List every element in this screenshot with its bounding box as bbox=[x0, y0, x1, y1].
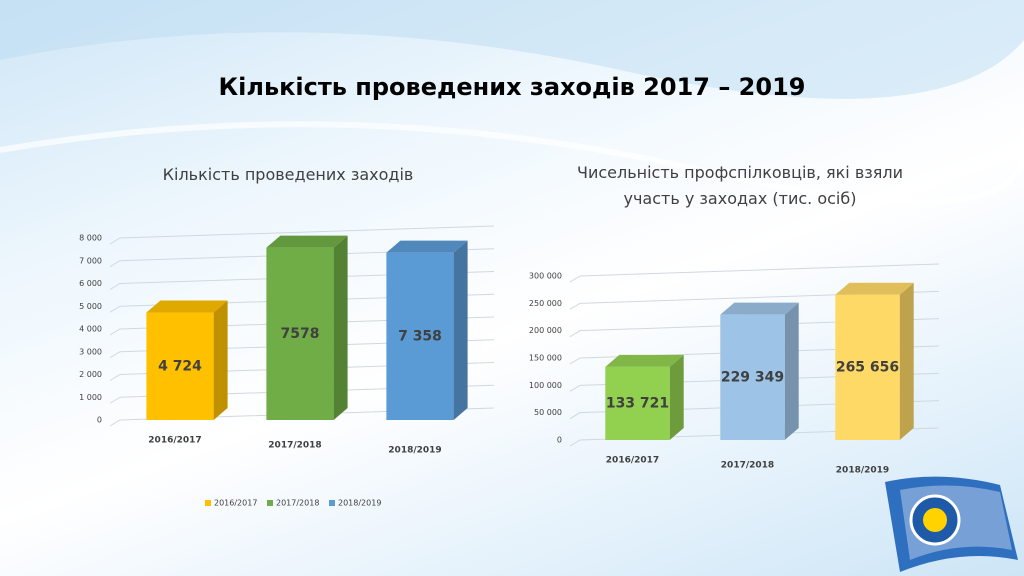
grid-line bbox=[569, 263, 940, 283]
grid-line bbox=[109, 293, 495, 313]
bar-top bbox=[720, 302, 799, 315]
x-tick-label: 2018/2019 bbox=[388, 446, 441, 456]
bar bbox=[146, 312, 214, 420]
value-label: 4 724 bbox=[158, 358, 202, 374]
legend-swatch bbox=[329, 500, 335, 506]
grid-line bbox=[109, 225, 495, 245]
y-tick-label: 0 bbox=[557, 436, 562, 445]
bar bbox=[835, 294, 900, 440]
bar-side bbox=[333, 235, 348, 420]
x-tick-label: 2016/2017 bbox=[148, 436, 201, 446]
chart-title: Кількість проведених заходів bbox=[162, 165, 414, 184]
grid-line bbox=[109, 362, 495, 381]
legend-swatch bbox=[267, 500, 273, 506]
bar bbox=[720, 314, 785, 440]
bar-top bbox=[386, 240, 468, 253]
grid-line bbox=[109, 271, 495, 290]
y-tick-label: 300 000 bbox=[529, 272, 562, 281]
bar-top bbox=[835, 282, 914, 295]
x-tick-label: 2018/2019 bbox=[836, 466, 889, 476]
bar bbox=[386, 252, 454, 420]
y-tick-label: 100 000 bbox=[529, 381, 562, 390]
chart-title: Чисельність профспілковців, які взяли уч… bbox=[576, 163, 904, 208]
x-tick-label: 2017/2018 bbox=[268, 441, 321, 451]
logo bbox=[885, 476, 1018, 572]
y-tick-label: 50 000 bbox=[534, 408, 562, 417]
grid-line bbox=[569, 372, 940, 392]
y-tick-label: 4 000 bbox=[79, 325, 102, 334]
x-tick-label: 2017/2018 bbox=[721, 461, 774, 471]
value-label: 7578 bbox=[281, 326, 320, 342]
grid-line bbox=[569, 318, 940, 338]
value-label: 229 349 bbox=[721, 369, 784, 385]
bar-side bbox=[453, 240, 468, 420]
legend-label: 2016/2017 bbox=[214, 499, 257, 508]
legend-swatch bbox=[205, 500, 211, 506]
bar bbox=[605, 366, 670, 440]
y-tick-label: 150 000 bbox=[529, 354, 562, 363]
grid-line bbox=[569, 427, 940, 447]
grid-line bbox=[109, 339, 495, 359]
bar-top bbox=[605, 354, 684, 367]
legend-label: 2017/2018 bbox=[276, 499, 319, 508]
slide-title: Кількість проведених заходів 2017 – 2019 bbox=[219, 73, 806, 101]
background-wave bbox=[0, 0, 1024, 99]
value-label: 133 721 bbox=[606, 395, 669, 411]
bar-side bbox=[213, 300, 228, 420]
grid-line bbox=[109, 248, 495, 268]
bar-side bbox=[669, 354, 684, 440]
y-tick-label: 200 000 bbox=[529, 326, 562, 335]
y-tick-label: 8 000 bbox=[79, 234, 102, 243]
grid-line bbox=[109, 384, 495, 404]
legend-label: 2018/2019 bbox=[338, 499, 381, 508]
y-tick-label: 2 000 bbox=[79, 370, 102, 379]
value-label: 7 358 bbox=[398, 328, 442, 344]
grid-line bbox=[569, 345, 940, 365]
y-tick-label: 250 000 bbox=[529, 299, 562, 308]
grid-line bbox=[569, 400, 940, 420]
y-tick-label: 6 000 bbox=[79, 279, 102, 288]
y-tick-label: 1 000 bbox=[79, 393, 102, 402]
grid-line bbox=[109, 316, 495, 336]
background-wave bbox=[0, 121, 1024, 205]
y-tick-label: 5 000 bbox=[79, 302, 102, 311]
value-label: 265 656 bbox=[836, 359, 899, 375]
y-tick-label: 0 bbox=[97, 416, 102, 425]
bar bbox=[266, 247, 334, 420]
grid-line bbox=[569, 290, 940, 310]
bar-top bbox=[146, 300, 228, 313]
bar-side bbox=[899, 282, 914, 440]
x-tick-label: 2016/2017 bbox=[606, 456, 659, 466]
bar-side bbox=[784, 302, 799, 440]
y-tick-label: 7 000 bbox=[79, 256, 102, 265]
y-tick-label: 3 000 bbox=[79, 347, 102, 356]
bar-top bbox=[266, 235, 348, 248]
grid-line bbox=[109, 407, 495, 427]
